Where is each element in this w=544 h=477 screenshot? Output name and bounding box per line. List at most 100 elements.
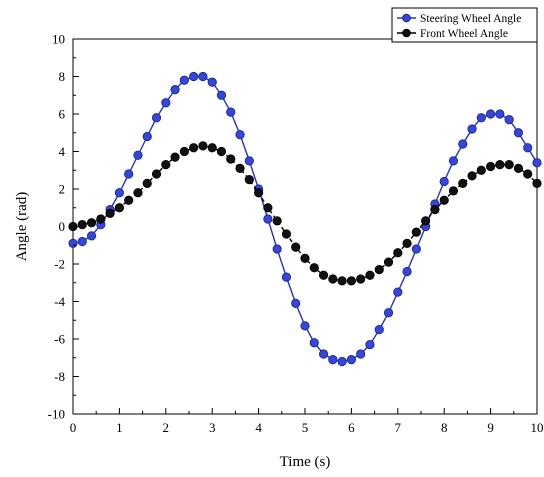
y-tick-label: -10 [48, 407, 65, 422]
data-point-front-wheel-angle [430, 205, 440, 215]
data-point-front-wheel-angle [439, 195, 449, 205]
y-tick-label: 2 [59, 182, 66, 197]
data-point-steering-wheel-angle [356, 349, 366, 359]
data-point-steering-wheel-angle [244, 156, 254, 166]
data-point-steering-wheel-angle [272, 244, 282, 254]
data-point-front-wheel-angle [133, 188, 143, 198]
data-point-steering-wheel-angle [337, 356, 347, 367]
data-point-steering-wheel-angle [374, 325, 384, 335]
x-tick-label: 0 [70, 420, 77, 435]
data-point-steering-wheel-angle [189, 71, 199, 82]
legend-label-front-wheel-angle: Front Wheel Angle [420, 28, 508, 40]
data-point-front-wheel-angle [448, 186, 459, 196]
data-point-steering-wheel-angle [291, 298, 301, 308]
plot-area: 0 1 2 3 4 5 6 7 8 9 10 -10 -8 -6 -4 -2 0 2 4 6 8 10 [48, 32, 544, 436]
data-point-steering-wheel-angle [402, 266, 412, 277]
data-point-front-wheel-angle [272, 216, 282, 226]
data-point-steering-wheel-angle [467, 124, 477, 134]
data-point-front-wheel-angle [86, 218, 97, 228]
data-point-steering-wheel-angle [318, 349, 329, 359]
data-point-front-wheel-angle [254, 188, 264, 198]
data-point-steering-wheel-angle [411, 244, 421, 254]
data-point-steering-wheel-angle [226, 107, 236, 117]
x-tick-label: 9 [487, 420, 494, 435]
data-point-steering-wheel-angle [68, 238, 78, 248]
data-point-steering-wheel-angle [124, 169, 134, 179]
data-point-steering-wheel-angle [133, 150, 143, 160]
legend-label-steering-wheel-angle: Steering Wheel Angle [420, 13, 521, 25]
data-point-steering-wheel-angle [179, 75, 189, 85]
legend-box [391, 7, 538, 43]
data-point-front-wheel-angle [96, 214, 106, 224]
data-point-steering-wheel-angle [485, 109, 496, 119]
data-point-steering-wheel-angle [504, 115, 514, 125]
legend-marker-steering-wheel-angle [402, 13, 411, 23]
data-point-front-wheel-angle [179, 146, 189, 157]
data-point-steering-wheel-angle [346, 355, 356, 365]
data-point-front-wheel-angle [532, 178, 542, 188]
data-point-front-wheel-angle [421, 216, 431, 226]
y-tick-label: -6 [54, 332, 65, 347]
data-point-steering-wheel-angle [235, 130, 245, 140]
data-point-front-wheel-angle [300, 253, 310, 263]
x-tick-label: 6 [348, 420, 355, 435]
series-steering-wheel-angle [68, 71, 542, 367]
data-point-steering-wheel-angle [198, 71, 208, 82]
data-point-steering-wheel-angle [114, 188, 125, 198]
data-point-front-wheel-angle [504, 160, 514, 170]
data-point-front-wheel-angle [318, 270, 329, 280]
data-point-steering-wheel-angle [476, 113, 486, 123]
x-axis-ticks: 0 1 2 3 4 5 6 7 8 9 10 [70, 408, 544, 435]
data-point-steering-wheel-angle [161, 98, 171, 108]
data-point-steering-wheel-angle [383, 308, 394, 318]
data-point-steering-wheel-angle [77, 236, 87, 247]
data-point-steering-wheel-angle [151, 113, 162, 123]
data-point-front-wheel-angle [402, 238, 412, 248]
x-axis-title: Time (s) [280, 454, 331, 470]
data-point-steering-wheel-angle [523, 143, 533, 153]
data-point-front-wheel-angle [244, 175, 254, 185]
data-point-front-wheel-angle [513, 163, 524, 173]
y-tick-label: 10 [52, 32, 65, 47]
data-point-steering-wheel-angle [448, 156, 459, 166]
x-tick-label: 5 [302, 420, 309, 435]
data-point-front-wheel-angle [485, 161, 496, 172]
legend-item-steering-wheel-angle: Steering Wheel Angle [397, 13, 521, 25]
data-point-front-wheel-angle [523, 169, 533, 179]
data-point-front-wheel-angle [77, 220, 87, 230]
y-tick-label: 6 [59, 107, 66, 122]
data-point-front-wheel-angle [383, 257, 394, 267]
y-tick-label: -2 [54, 257, 65, 272]
data-point-steering-wheel-angle [170, 85, 180, 95]
y-axis-title: Angle (rad) [14, 192, 30, 262]
y-tick-label: 8 [59, 69, 66, 84]
x-tick-label: 8 [441, 420, 448, 435]
data-point-front-wheel-angle [309, 263, 319, 273]
y-tick-label: 0 [59, 219, 66, 234]
data-point-steering-wheel-angle [263, 214, 273, 224]
data-point-steering-wheel-angle [532, 158, 542, 168]
data-point-front-wheel-angle [467, 171, 477, 181]
y-tick-label: -8 [54, 369, 65, 384]
legend: Steering Wheel Angle Front Wheel Angle [391, 7, 538, 43]
data-point-front-wheel-angle [114, 203, 125, 213]
data-point-front-wheel-angle [328, 274, 338, 284]
data-point-front-wheel-angle [356, 274, 366, 284]
data-point-steering-wheel-angle [281, 272, 292, 282]
data-point-steering-wheel-angle [365, 340, 375, 350]
data-point-front-wheel-angle [226, 154, 236, 164]
data-point-front-wheel-angle [291, 242, 301, 252]
data-point-front-wheel-angle [281, 229, 292, 239]
data-point-front-wheel-angle [161, 160, 171, 170]
data-point-front-wheel-angle [393, 248, 403, 258]
data-point-steering-wheel-angle [439, 176, 449, 187]
data-point-front-wheel-angle [170, 152, 180, 162]
data-point-steering-wheel-angle [142, 131, 152, 142]
data-point-steering-wheel-angle [216, 90, 227, 100]
data-point-front-wheel-angle [189, 143, 199, 153]
data-point-steering-wheel-angle [513, 128, 524, 138]
y-tick-label: 4 [59, 144, 66, 159]
data-point-front-wheel-angle [142, 178, 152, 188]
data-point-steering-wheel-angle [495, 109, 505, 119]
